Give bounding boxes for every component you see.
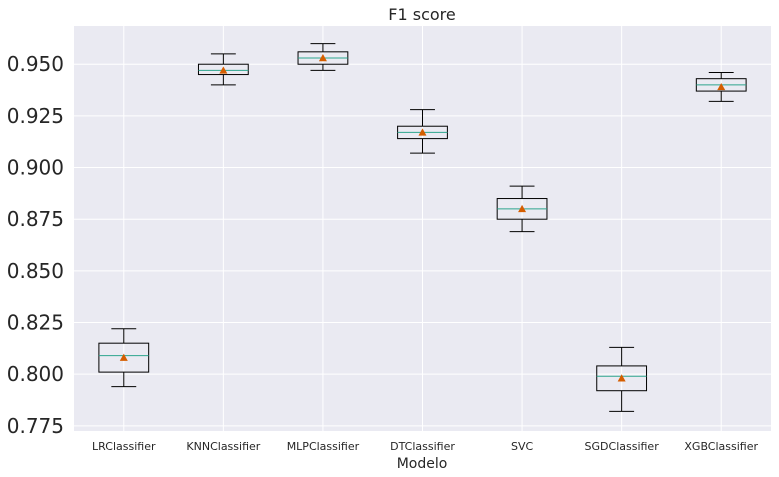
y-tick-label: 0.775 — [7, 414, 64, 438]
mean-marker — [717, 82, 726, 91]
box-dtclassifier — [397, 109, 448, 154]
x-axis-label: Modelo — [397, 456, 448, 472]
y-tick-labels: 0.775 0.800 0.825 0.850 0.875 0.900 0.925 0.950 — [7, 52, 64, 438]
y-tick-label: 0.950 — [7, 52, 64, 76]
box-knnclassifier — [197, 53, 249, 86]
y-tick-label: 0.900 — [7, 156, 64, 180]
mean-marker — [219, 66, 228, 74]
mean-marker — [418, 128, 427, 136]
chart-title: F1 score — [388, 5, 455, 24]
x-tick-label: XGBClassifier — [684, 440, 758, 453]
y-tick-label: 0.875 — [7, 207, 64, 231]
x-tick-label: MLPClassifier — [287, 440, 360, 453]
y-tick-label: 0.825 — [7, 311, 64, 335]
box-lrclassifier — [98, 328, 150, 388]
grid-lines — [74, 26, 771, 431]
x-tick-label: KNNClassifier — [186, 440, 260, 453]
iqr-box — [98, 342, 150, 373]
box-series — [98, 43, 747, 412]
x-tick-label: SGDClassifier — [585, 440, 660, 453]
x-tick-label: LRClassifier — [92, 440, 156, 453]
box-sgdclassifier — [596, 346, 648, 412]
mean-marker — [119, 353, 128, 361]
y-tick-label: 0.925 — [7, 104, 64, 128]
y-tick-label: 0.800 — [7, 362, 64, 386]
mean-marker — [617, 374, 626, 382]
x-tick-label: DTClassifier — [390, 440, 455, 453]
y-tick-label: 0.850 — [7, 259, 64, 283]
iqr-box — [197, 63, 249, 76]
box-xgbclassifier — [695, 71, 747, 102]
mean-marker — [518, 204, 527, 213]
x-tick-labels: LRClassifier KNNClassifier MLPClassifier DT… — [92, 440, 758, 453]
mean-marker — [318, 54, 327, 62]
box-mlpclassifier — [297, 43, 349, 71]
box-svc — [496, 185, 548, 233]
iqr-box — [596, 365, 648, 392]
x-tick-label: SVC — [511, 440, 534, 453]
